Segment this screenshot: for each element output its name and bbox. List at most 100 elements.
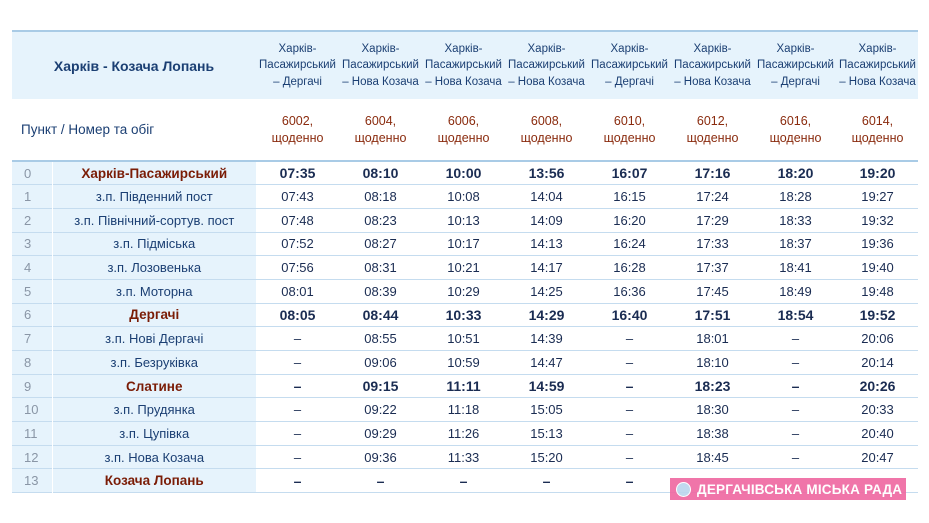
departure-time: 07:48: [256, 208, 340, 233]
departure-time: 18:23: [671, 374, 755, 398]
station-name: з.п. Прудянка: [52, 397, 257, 422]
header-route-row: Харків - Козача Лопань Харків-Пасажирськи…: [12, 30, 919, 99]
departure-time: –: [588, 445, 672, 469]
station-name: Козача Лопань: [52, 468, 257, 493]
departure-time: 20:06: [837, 326, 919, 351]
departure-time: –: [588, 468, 672, 493]
departure-time: 14:39: [505, 326, 589, 351]
departure-time: 17:24: [671, 184, 755, 209]
departure-time: 20:33: [837, 397, 919, 422]
table-row: 7 з.п. Нові Дергачі –08:55 10:51 14:39–18:01…: [12, 326, 919, 351]
watermark-text: ДЕРГАЧІВСЬКА МІСЬКА РАДА: [697, 481, 903, 497]
station-name: з.п. Підміська: [52, 232, 257, 256]
departure-time: 16:15: [588, 184, 672, 209]
departure-time: 20:40: [837, 421, 919, 446]
table-row: 10 з.п. Прудянка –09:22 11:18 15:05–18:30–20…: [12, 397, 919, 422]
departure-time: –: [256, 397, 340, 422]
column-train-1: 6002, щоденно: [271, 113, 324, 145]
departure-time: 08:23: [339, 208, 423, 233]
departure-time: 18:37: [754, 232, 838, 256]
departure-time: 10:33: [422, 303, 506, 327]
station-index: 2: [12, 208, 53, 233]
departure-time: 08:27: [339, 232, 423, 256]
departure-time: 18:01: [671, 326, 755, 351]
timetable-title: Харків - Козача Лопань: [12, 30, 257, 99]
table-row: 11 з.п. Цупівка –09:29 11:26 15:13–18:38–20:…: [12, 421, 919, 446]
column-train-4: 6008, щоденно: [520, 113, 573, 145]
departure-time: –: [588, 397, 672, 422]
column-train-2: 6004, щоденно: [354, 113, 407, 145]
station-index: 7: [12, 326, 53, 351]
departure-time: –: [588, 374, 672, 398]
departure-time: –: [256, 468, 340, 493]
station-index: 0: [12, 160, 53, 185]
column-train-6: 6012, щоденно: [686, 113, 739, 145]
departure-time: 08:18: [339, 184, 423, 209]
departure-time: –: [588, 421, 672, 446]
departure-time: 08:55: [339, 326, 423, 351]
departure-time: 10:51: [422, 326, 506, 351]
station-index: 3: [12, 232, 53, 256]
departure-time: 17:33: [671, 232, 755, 256]
departure-time: 18:49: [754, 279, 838, 304]
departure-time: 08:10: [339, 160, 423, 185]
council-seal-icon: [676, 481, 691, 497]
departure-time: 17:51: [671, 303, 755, 327]
timetable-body: Харків - Козача Лопань Харків-Пасажирськи…: [12, 30, 919, 493]
departure-time: 10:13: [422, 208, 506, 233]
station-index: 10: [12, 397, 53, 422]
column-route-2: Харків-Пасажирський – Нова Козача: [339, 30, 423, 99]
departure-time: 16:28: [588, 255, 672, 280]
departure-time: 08:31: [339, 255, 423, 280]
table-row: 3 з.п. Підміська 07:52 08:27 10:17 14:13 16:24…: [12, 232, 919, 256]
column-train-8: 6014, щоденно: [851, 113, 904, 145]
column-route-4: Харків-Пасажирський – Нова Козача: [505, 30, 589, 99]
departure-time: 10:08: [422, 184, 506, 209]
departure-time: 10:59: [422, 350, 506, 375]
departure-time: –: [754, 421, 838, 446]
departure-time: 15:20: [505, 445, 589, 469]
departure-time: 19:20: [837, 160, 919, 185]
station-index: 11: [12, 421, 53, 446]
column-route-6: Харків-Пасажирський – Нова Козача: [671, 30, 755, 99]
row-header-label: Пункт / Номер та обіг: [21, 122, 155, 137]
departure-time: 16:36: [588, 279, 672, 304]
station-name: з.п. Моторна: [52, 279, 257, 304]
station-index: 4: [12, 255, 53, 280]
departure-time: –: [754, 326, 838, 351]
departure-time: 19:40: [837, 255, 919, 280]
departure-time: 18:10: [671, 350, 755, 375]
departure-time: –: [588, 326, 672, 351]
departure-time: 15:05: [505, 397, 589, 422]
column-route-1: Харків-Пасажирський – Дергачі: [256, 30, 340, 99]
station-name: з.п. Лозовенька: [52, 255, 257, 280]
station-index: 9: [12, 374, 53, 398]
departure-time: 18:33: [754, 208, 838, 233]
departure-time: –: [588, 350, 672, 375]
departure-time: 14:29: [505, 303, 589, 327]
station-name: з.п. Цупівка: [52, 421, 257, 446]
station-name: з.п. Нові Дергачі: [52, 326, 257, 351]
station-index: 13: [12, 468, 53, 493]
column-train-3: 6006, щоденно: [437, 113, 490, 145]
table-row: 6 Дергачі 08:05 08:44 10:33 14:29 16:40 17:51 18…: [12, 303, 919, 327]
departure-time: 07:52: [256, 232, 340, 256]
departure-time: –: [256, 374, 340, 398]
column-train-5: 6010, щоденно: [603, 113, 656, 145]
station-index: 1: [12, 184, 53, 209]
departure-time: 08:39: [339, 279, 423, 304]
departure-time: 07:43: [256, 184, 340, 209]
departure-time: 10:21: [422, 255, 506, 280]
departure-time: 11:18: [422, 397, 506, 422]
departure-time: 09:29: [339, 421, 423, 446]
departure-time: 14:04: [505, 184, 589, 209]
column-route-3: Харків-Пасажирський – Нова Козача: [422, 30, 506, 99]
departure-time: 19:32: [837, 208, 919, 233]
departure-time: –: [256, 445, 340, 469]
departure-time: 20:14: [837, 350, 919, 375]
departure-time: 08:44: [339, 303, 423, 327]
column-route-8: Харків-Пасажирський – Нова Козача: [837, 30, 919, 99]
departure-time: 18:28: [754, 184, 838, 209]
departure-time: 13:56: [505, 160, 589, 185]
table-row: 5 з.п. Моторна 08:01 08:39 10:29 14:25 16:36 17…: [12, 279, 919, 304]
